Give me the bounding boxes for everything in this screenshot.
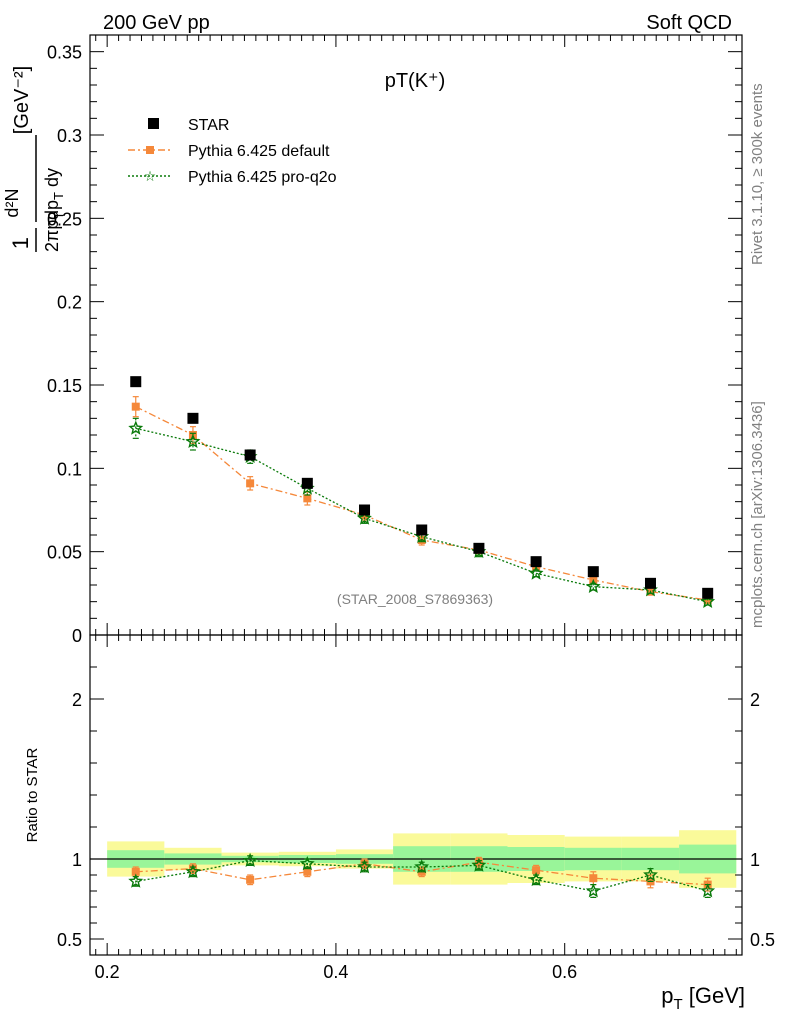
ratio-axes: 0.2 0.4 0.6 0.5 0.5 1 1 2 2	[57, 634, 775, 982]
ratio-y-tick-label-right: 0.5	[750, 930, 775, 950]
svg-text:1 d²N [GeV⁻²]: 1 d²N [GeV⁻²]	[0, 66, 33, 249]
series-proq2o-line	[135, 427, 708, 603]
ratio-y-tick-label-right: 2	[750, 690, 760, 710]
point-proq2o	[128, 420, 144, 435]
point-star	[187, 412, 199, 424]
ratio-point-proq2o	[414, 859, 430, 874]
y-tick-label: 0.25	[47, 209, 82, 229]
legend-default-label: Pythia 6.425 default	[188, 143, 330, 160]
rivet-version-label: Rivet 3.1.10, ≥ 300k events	[749, 83, 766, 265]
ratio-y-tick-label-right: 1	[750, 850, 760, 870]
legend-default-marker	[146, 146, 154, 154]
point-default	[303, 494, 312, 503]
legend: STAR Pythia 6.425 default ☆ Pythia 6.425…	[128, 117, 337, 186]
point-star	[702, 587, 714, 599]
point-star	[301, 477, 313, 489]
ratio-point-proq2o	[185, 863, 201, 879]
point-star	[587, 566, 599, 578]
y-tick-label: 0.1	[57, 459, 82, 479]
ratio-point-proq2o	[299, 855, 315, 871]
series-default-line	[135, 406, 708, 601]
x-axis-label: pT [GeV]	[661, 983, 745, 1013]
point-proq2o	[185, 433, 201, 448]
ratio-plot-area	[128, 852, 716, 899]
header-left: 200 GeV pp	[103, 12, 210, 34]
y-tick-label: 0	[72, 626, 82, 646]
ratio-point-default	[303, 867, 312, 876]
ratio-point-proq2o	[643, 867, 658, 882]
ratio-point-proq2o	[128, 873, 144, 888]
point-star	[244, 449, 256, 461]
x-tick-label: 0.4	[323, 962, 348, 982]
ratio-point-proq2o	[242, 852, 258, 868]
y-tick-label: 0.35	[47, 43, 82, 63]
y-tick-label: 0.3	[57, 126, 82, 146]
point-star	[416, 524, 428, 536]
ratio-point-proq2o	[471, 857, 487, 872]
point-star	[530, 556, 542, 568]
y-tick-label: 0.05	[47, 543, 82, 563]
ratio-y-tick-label: 1	[72, 850, 82, 870]
x-tick-label: 0.6	[552, 962, 577, 982]
point-default	[246, 479, 255, 488]
point-star	[359, 504, 371, 516]
point-proq2o	[357, 510, 372, 525]
ratio-point-default	[589, 874, 598, 883]
legend-star-label: STAR	[188, 117, 229, 134]
y-tick-label: 0.2	[57, 293, 82, 313]
legend-proq2o-label: Pythia 6.425 pro-q2o	[188, 169, 337, 186]
ratio-frame	[89, 634, 743, 956]
ratio-bands	[90, 830, 742, 888]
legend-star-marker	[148, 118, 159, 129]
header-right: Soft QCD	[646, 12, 732, 34]
ratio-point-default	[246, 875, 255, 884]
point-proq2o	[700, 593, 716, 608]
y-tick-label: 0.15	[47, 376, 82, 396]
ratio-point-proq2o	[357, 859, 372, 874]
point-star	[130, 376, 142, 388]
main-axes: 0 0.05 0.1 0.15 0.2 0.25 0.3 0.35	[47, 34, 743, 955]
point-proq2o	[528, 565, 544, 580]
ratio-y-tick-label: 0.5	[57, 930, 82, 950]
point-proq2o	[585, 578, 601, 593]
point-star	[473, 542, 485, 554]
ratio-y-tick-label: 2	[72, 690, 82, 710]
ratio-y-axis-label: Ratio to STAR	[24, 747, 41, 842]
ratio-point-proq2o	[528, 871, 544, 887]
ratio-point-proq2o	[700, 883, 716, 898]
mcplots-label: mcplots.cern.ch [arXiv:1306.3436]	[749, 401, 766, 628]
point-default	[131, 402, 140, 411]
y-axis-label: 1 d²N [GeV⁻²] 2πpT dpT dy	[0, 66, 66, 252]
analysis-watermark: (STAR_2008_S7869363)	[337, 591, 493, 607]
chart-title: pT(K⁺)	[385, 70, 446, 92]
main-plot-area	[128, 376, 716, 608]
legend-proq2o-marker: ☆	[144, 169, 157, 185]
ratio-point-default	[532, 866, 541, 875]
point-star	[644, 577, 656, 589]
x-tick-label: 0.2	[95, 962, 120, 982]
ratio-point-proq2o	[585, 883, 601, 898]
ratio-point-default	[131, 867, 140, 876]
